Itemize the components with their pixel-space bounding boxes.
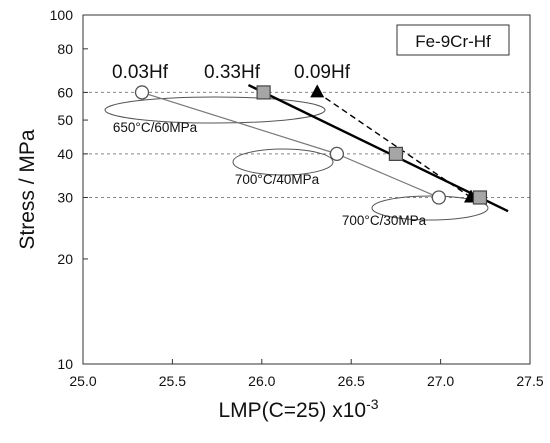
y-tick-label: 30 (57, 189, 73, 205)
x-axis-title: LMP(C=25) x10-3 (218, 396, 378, 422)
x-tick-label: 25.5 (159, 373, 186, 389)
y-tick-label: 100 (50, 7, 74, 23)
series-label-0.33Hf: 0.33Hf (204, 62, 261, 83)
y-tick-label: 40 (57, 146, 73, 162)
x-axis-title-exponent: -3 (366, 396, 379, 412)
point-0.33Hf (472, 190, 488, 205)
y-tick-label: 10 (57, 356, 73, 372)
condition-label: 700°C/30MPa (342, 213, 427, 228)
y-tick-label: 60 (57, 84, 73, 100)
point-0.09Hf (310, 84, 325, 98)
condition-label: 650°C/60MPa (113, 120, 198, 135)
series-line-0.03Hf (141, 91, 338, 155)
y-axis-title: Stress / MPa (16, 129, 39, 250)
condition-ellipse (104, 96, 326, 124)
series-label-0.09Hf: 0.09Hf (294, 62, 351, 83)
legend-box-label: Fe-9Cr-Hf (415, 32, 491, 51)
x-tick-label: 26.0 (248, 373, 275, 389)
point-0.33Hf (388, 146, 403, 161)
y-tick-label: 20 (57, 251, 73, 267)
point-0.33Hf (256, 85, 271, 100)
x-tick-label: 26.5 (338, 373, 365, 389)
x-tick-label: 27.5 (516, 373, 543, 389)
x-tick-label: 27.0 (427, 373, 454, 389)
condition-label: 700°C/40MPa (235, 172, 320, 187)
legend-box (396, 24, 510, 56)
point-0.03Hf (431, 190, 446, 205)
point-0.03Hf (329, 146, 345, 162)
series-label-0.03Hf: 0.03Hf (112, 62, 169, 83)
x-tick-label: 25.0 (69, 373, 96, 389)
point-0.03Hf (134, 85, 150, 100)
condition-ellipse (232, 148, 334, 176)
condition-ellipse (371, 195, 489, 221)
series-line-0.33Hf (247, 83, 509, 213)
y-tick-label: 50 (57, 112, 73, 128)
plot-area (82, 14, 531, 365)
y-tick-label: 80 (57, 41, 73, 57)
series-line-0.03Hf (336, 153, 440, 199)
